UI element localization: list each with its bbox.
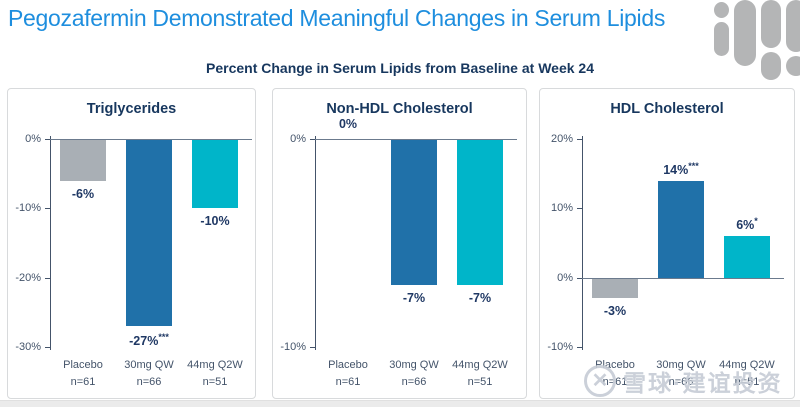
y-tick-mark xyxy=(310,139,315,140)
y-tick-mark xyxy=(45,347,50,348)
chart-plot: 20% 10% 0% -10% -3% 14%*** 6%* Placebo n=61 30mg … xyxy=(540,89,794,398)
x-category-label: 44mg Q2W n=51 xyxy=(187,359,243,389)
value-label: -27%*** xyxy=(129,332,169,349)
chart-panel-triglycerides: Triglycerides 0% -10% -20% -30% -6% -27%*** -1… xyxy=(7,88,256,399)
chart-title: Non-HDL Cholesterol xyxy=(326,101,473,117)
value-label: -10% xyxy=(200,214,230,229)
y-tick-label: -30% xyxy=(15,341,41,353)
y-tick-label: 10% xyxy=(550,202,573,215)
y-tick-label: 0% xyxy=(290,133,306,145)
y-axis-line xyxy=(582,136,583,350)
bar-30mg-qw xyxy=(391,139,437,285)
bar-placebo xyxy=(60,139,106,181)
zero-baseline xyxy=(50,139,252,140)
logo-capsule xyxy=(786,0,800,52)
value-label: -6% xyxy=(71,186,95,201)
value-label: 14%*** xyxy=(663,160,699,177)
value-label: -7% xyxy=(402,290,426,305)
y-axis-line xyxy=(50,136,51,350)
value-label: -7% xyxy=(468,290,492,305)
chart-title: HDL Cholesterol xyxy=(610,101,724,117)
company-logo xyxy=(708,0,800,86)
x-category-label: Placebo n=61 xyxy=(328,359,368,389)
chart-group-subtitle: Percent Change in Serum Lipids from Base… xyxy=(206,60,594,76)
y-tick-mark xyxy=(577,139,582,140)
y-axis-line xyxy=(315,136,316,350)
logo-capsule xyxy=(786,56,800,76)
slide-title: Pegozafermin Demonstrated Meaningful Cha… xyxy=(8,5,666,31)
y-tick-mark xyxy=(45,277,50,279)
x-category-label: Placebo n=61 xyxy=(63,359,103,389)
chart-plot: 0% -10% -20% -30% -6% -27%*** -10% Placebo n=61 3… xyxy=(8,89,255,398)
chart-plot: 0% -10% 0% -7% -7% Placebo n=61 30mg QW n=66 44mg… xyxy=(273,89,526,398)
value-label: 0% xyxy=(338,117,358,131)
bar-44mg-q2w xyxy=(724,236,770,278)
y-tick-label: 20% xyxy=(550,133,573,145)
bar-44mg-q2w xyxy=(457,139,503,285)
y-tick-mark xyxy=(310,347,315,348)
x-category-label: 30mg QW n=66 xyxy=(389,359,439,389)
y-tick-mark xyxy=(45,139,50,140)
y-tick-label: 0% xyxy=(557,271,573,284)
x-category-label: 44mg Q2W n=51 xyxy=(719,359,775,389)
x-category-label: 30mg QW n=66 xyxy=(656,359,706,389)
x-category-label: 44mg Q2W n=51 xyxy=(452,359,508,389)
x-category-label: 30mg QW n=66 xyxy=(124,359,174,389)
y-tick-mark xyxy=(577,347,582,348)
y-tick-mark xyxy=(577,277,582,279)
zero-baseline xyxy=(582,277,784,279)
logo-capsule xyxy=(714,22,729,56)
bar-44mg-q2w xyxy=(192,139,238,209)
logo-capsule xyxy=(714,2,729,18)
y-tick-label: -10% xyxy=(15,202,41,215)
bar-30mg-qw xyxy=(658,180,704,278)
chart-panel-non-hdl-cholesterol: Non-HDL Cholesterol 0% -10% 0% -7% -7% Placeb… xyxy=(272,88,527,399)
logo-capsule xyxy=(734,0,756,66)
zero-baseline xyxy=(315,139,517,140)
y-tick-mark xyxy=(45,208,50,210)
y-tick-label: -20% xyxy=(15,271,41,284)
bar-placebo xyxy=(592,277,638,299)
logo-capsule xyxy=(761,0,781,48)
bar-30mg-qw xyxy=(126,139,172,327)
chart-panel-hdl-cholesterol: HDL Cholesterol 20% 10% 0% -10% -3% 14%*** 6%*… xyxy=(539,88,795,399)
bottom-strip xyxy=(0,400,800,407)
y-tick-label: -10% xyxy=(280,341,306,353)
y-tick-label: -10% xyxy=(547,341,573,353)
value-label: 6%* xyxy=(736,216,758,233)
chart-title: Triglycerides xyxy=(86,101,177,117)
logo-capsule xyxy=(761,52,781,80)
value-label: -3% xyxy=(603,304,627,319)
y-tick-label: 0% xyxy=(25,133,41,145)
y-tick-mark xyxy=(577,208,582,210)
